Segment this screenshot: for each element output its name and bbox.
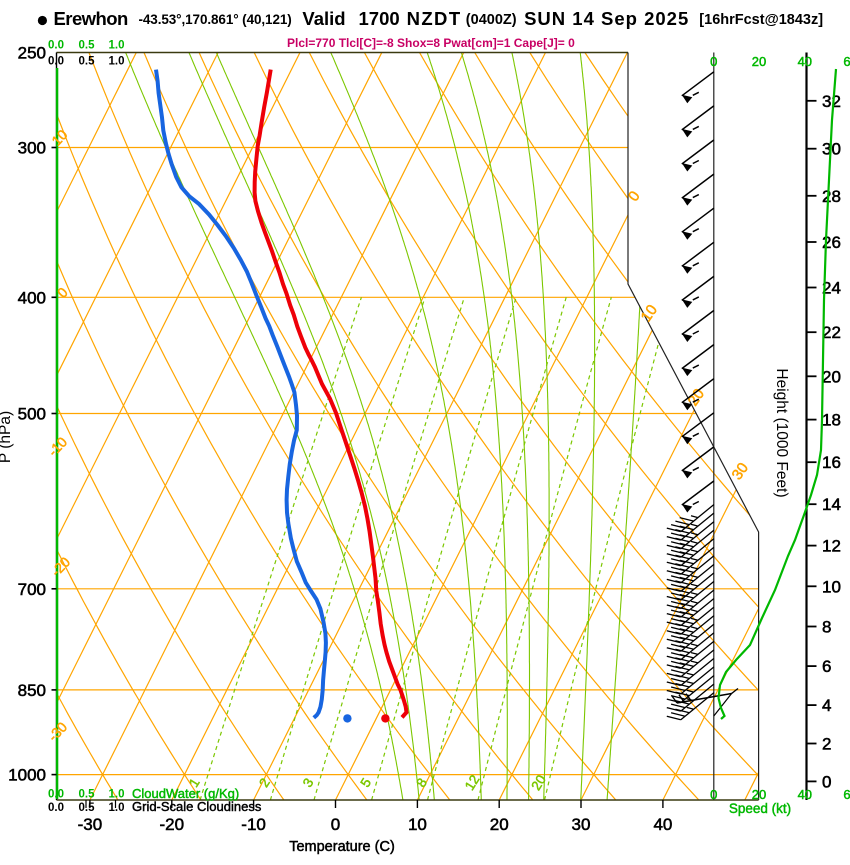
svg-text:500: 500 (18, 405, 46, 424)
svg-text:20: 20 (752, 54, 766, 69)
svg-text:0.5: 0.5 (79, 789, 96, 801)
svg-text:Valid: Valid (302, 8, 345, 29)
svg-text:1.0: 1.0 (109, 789, 125, 801)
svg-text:Plcl=770 Tlcl[C]=-8 Shox=8 Pwa: Plcl=770 Tlcl[C]=-8 Shox=8 Pwat[cm]=1 Ca… (287, 36, 575, 50)
svg-text:22: 22 (822, 323, 841, 342)
svg-text:18: 18 (822, 411, 841, 430)
svg-text:0: 0 (710, 54, 717, 69)
svg-text:0.0: 0.0 (48, 802, 64, 814)
svg-text:0.5: 0.5 (79, 56, 96, 68)
svg-text:16: 16 (822, 453, 841, 472)
svg-text:10: 10 (638, 302, 661, 325)
svg-text:0.0: 0.0 (48, 789, 64, 801)
svg-text:-30: -30 (78, 815, 103, 834)
svg-text:Erewhon: Erewhon (54, 8, 129, 29)
svg-text:12: 12 (462, 772, 483, 793)
svg-text:40: 40 (653, 815, 672, 834)
svg-text:1000: 1000 (8, 766, 46, 785)
svg-text:Height (1000 Feet): Height (1000 Feet) (773, 368, 790, 497)
svg-text:40: 40 (798, 54, 812, 69)
svg-text:40: 40 (798, 787, 812, 802)
svg-text:20: 20 (752, 787, 766, 802)
svg-text:Speed (kt): Speed (kt) (729, 801, 791, 816)
svg-text:700: 700 (18, 580, 46, 599)
svg-text:NZDT: NZDT (407, 8, 462, 29)
svg-text:1.0: 1.0 (109, 56, 125, 68)
svg-text:10: 10 (408, 815, 427, 834)
svg-text:20: 20 (685, 386, 708, 409)
svg-text:14: 14 (822, 495, 841, 514)
svg-text:(0400Z): (0400Z) (466, 12, 517, 28)
svg-text:4: 4 (822, 696, 831, 715)
svg-text:300: 300 (18, 139, 46, 158)
svg-text:400: 400 (18, 288, 46, 307)
svg-text:30: 30 (729, 460, 752, 483)
svg-text:250: 250 (18, 44, 46, 63)
svg-text:-20: -20 (160, 815, 185, 834)
svg-text:6: 6 (822, 657, 831, 676)
svg-text:Grid-Scale Cloudiness: Grid-Scale Cloudiness (132, 799, 262, 814)
svg-text:-10: -10 (241, 815, 266, 834)
svg-text:60: 60 (843, 54, 850, 69)
svg-text:1700: 1700 (359, 8, 400, 29)
svg-text:-43.53°,170.861° (40,121): -43.53°,170.861° (40,121) (139, 12, 292, 27)
svg-text:0.0: 0.0 (48, 56, 64, 68)
svg-text:20: 20 (528, 772, 549, 793)
svg-text:Temperature (C): Temperature (C) (289, 839, 395, 855)
svg-text:20: 20 (822, 367, 841, 386)
svg-text:12: 12 (822, 537, 841, 556)
svg-text:850: 850 (18, 681, 46, 700)
svg-text:10: 10 (822, 577, 841, 596)
svg-text:0.0: 0.0 (48, 40, 64, 52)
svg-text:1.0: 1.0 (109, 802, 125, 814)
svg-text:24: 24 (822, 279, 841, 298)
svg-text:[16hrFcst@1843z]: [16hrFcst@1843z] (699, 12, 823, 28)
svg-text:SUN 14 Sep 2025: SUN 14 Sep 2025 (524, 8, 689, 29)
svg-text:32: 32 (822, 92, 841, 111)
svg-text:0: 0 (822, 772, 831, 791)
svg-text:28: 28 (822, 187, 841, 206)
svg-text:0: 0 (331, 815, 340, 834)
svg-text:1.0: 1.0 (109, 40, 125, 52)
svg-text:8: 8 (822, 618, 831, 637)
svg-text:30: 30 (572, 815, 591, 834)
svg-text:60: 60 (843, 787, 850, 802)
svg-text:0: 0 (710, 787, 717, 802)
svg-text:P (hPa): P (hPa) (0, 411, 14, 463)
svg-text:CloudWater (g/Kg): CloudWater (g/Kg) (132, 786, 239, 801)
svg-text:0.5: 0.5 (79, 802, 96, 814)
svg-text:0.5: 0.5 (79, 40, 96, 52)
svg-text:20: 20 (490, 815, 509, 834)
svg-text:2: 2 (822, 735, 831, 754)
